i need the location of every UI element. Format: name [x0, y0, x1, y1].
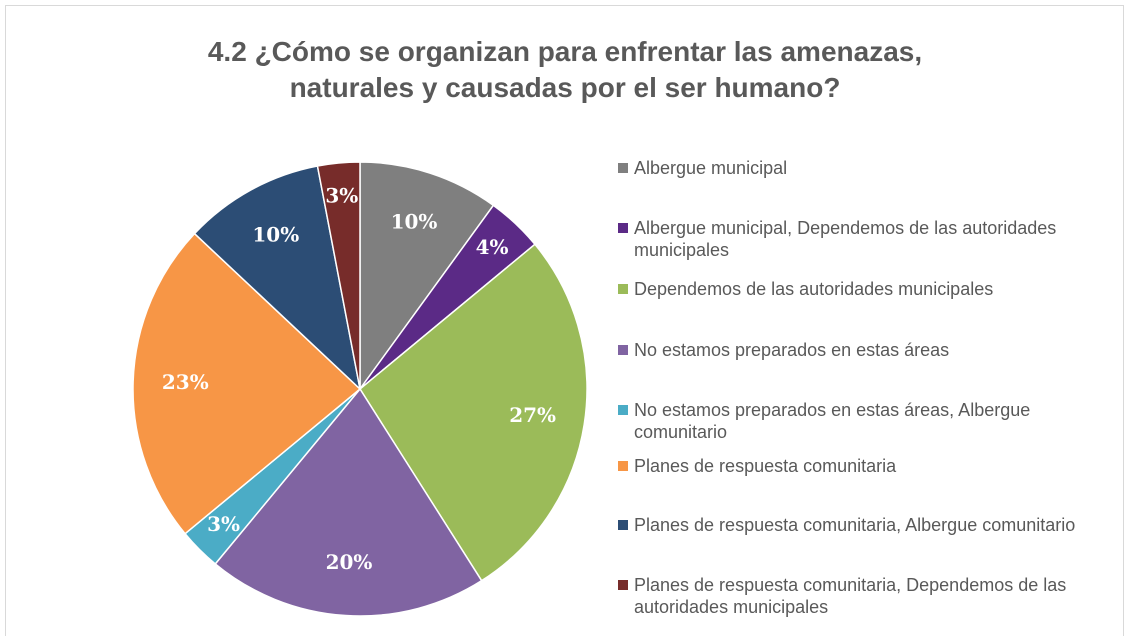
- legend-label: Dependemos de las autoridades municipale…: [634, 279, 994, 299]
- legend-item: Dependemos de las autoridades municipale…: [618, 278, 1123, 300]
- pie-slice: [359, 243, 588, 582]
- data-label: 4%: [476, 235, 509, 259]
- pie-slice: [132, 232, 362, 535]
- legend-item: Planes de respuesta comunitaria: [618, 455, 1123, 477]
- pie-slice: [214, 387, 483, 617]
- legend-label: Albergue municipal: [634, 158, 788, 178]
- legend-label: Planes de respuesta comunitaria, Depende…: [634, 575, 1067, 617]
- legend-swatch: [618, 345, 628, 355]
- data-label: 20%: [326, 550, 373, 574]
- legend-swatch: [618, 163, 628, 173]
- legend-swatch: [618, 284, 628, 294]
- legend-swatch: [618, 405, 628, 415]
- legend-label: Planes de respuesta comunitaria, Albergu…: [634, 515, 1076, 535]
- data-label: 10%: [252, 222, 299, 246]
- legend-swatch: [618, 580, 628, 590]
- data-label: 3%: [207, 512, 240, 536]
- legend-label: Planes de respuesta comunitaria: [634, 456, 897, 476]
- chart-frame: [5, 5, 1124, 636]
- legend-label: No estamos preparados en estas áreas: [634, 340, 950, 360]
- data-label: 3%: [325, 183, 358, 207]
- data-label: 23%: [162, 370, 209, 394]
- legend-item: Planes de respuesta comunitaria, Depende…: [618, 574, 1123, 618]
- legend-swatch: [618, 223, 628, 233]
- legend-item: No estamos preparados en estas áreas: [618, 339, 1123, 361]
- pie-slice: [359, 161, 495, 392]
- pie-slice: [193, 165, 362, 392]
- legend-swatch: [618, 520, 628, 530]
- chart-title: 4.2 ¿Cómo se organizan para enfrentar la…: [207, 36, 923, 103]
- legend-item: Albergue municipal: [618, 157, 1123, 179]
- legend-item: Albergue municipal, Dependemos de las au…: [618, 217, 1123, 261]
- pie-slice: [316, 161, 361, 390]
- legend-label: Albergue municipal, Dependemos de las au…: [634, 218, 1057, 260]
- data-label: 10%: [391, 209, 438, 233]
- legend-label: No estamos preparados en estas áreas, Al…: [634, 400, 1031, 442]
- legend-item: No estamos preparados en estas áreas, Al…: [618, 399, 1123, 443]
- legend-swatch: [618, 461, 628, 471]
- data-label: 27%: [509, 403, 556, 427]
- legend-item: Planes de respuesta comunitaria, Albergu…: [618, 514, 1123, 536]
